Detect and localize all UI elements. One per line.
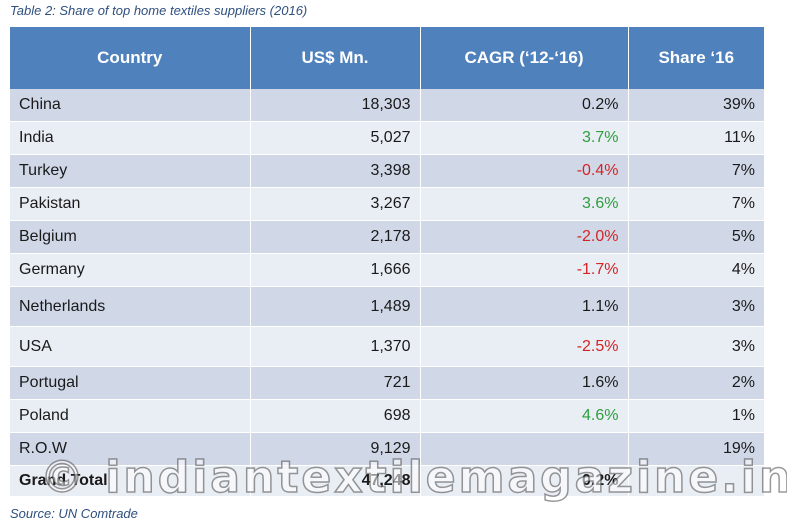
cell-country: USA (10, 326, 251, 367)
table-row: China 18,303 0.2% 39% (10, 89, 764, 122)
cell-share: 11% (628, 121, 764, 155)
cell-usd: 5,027 (250, 121, 421, 155)
table-row: Poland 698 4.6% 1% (10, 399, 764, 433)
suppliers-table: Country US$ Mn. CAGR (‘12-‘16) Share ‘16… (10, 27, 764, 497)
table-row: Portugal 721 1.6% 2% (10, 366, 764, 400)
cell-usd: 1,370 (250, 326, 421, 367)
cell-share: 19% (628, 432, 764, 466)
cell-usd: 1,489 (250, 286, 421, 327)
cell-cagr: 4.6% (420, 399, 629, 433)
cell-cagr: -1.7% (420, 253, 629, 287)
cell-total-cagr: 0.2% (420, 465, 629, 497)
table-row: Belgium 2,178 -2.0% 5% (10, 220, 764, 254)
table-row: Netherlands 1,489 1.1% 3% (10, 286, 764, 327)
cell-share: 2% (628, 366, 764, 400)
cell-country: Poland (10, 399, 251, 433)
cell-total-usd: 47,248 (250, 465, 421, 497)
cell-usd: 698 (250, 399, 421, 433)
table-row: R.O.W 9,129 19% (10, 432, 764, 466)
cell-share: 3% (628, 326, 764, 367)
cell-share: 7% (628, 154, 764, 188)
cell-usd: 18,303 (250, 89, 421, 122)
cell-total-label: Grand Total (10, 465, 251, 497)
cell-country: R.O.W (10, 432, 251, 466)
table-row: Turkey 3,398 -0.4% 7% (10, 154, 764, 188)
cell-usd: 1,666 (250, 253, 421, 287)
header-cagr: CAGR (‘12-‘16) (420, 27, 629, 89)
cell-share: 3% (628, 286, 764, 327)
cell-usd: 721 (250, 366, 421, 400)
cell-cagr: -2.0% (420, 220, 629, 254)
cell-share: 39% (628, 89, 764, 122)
cell-country: India (10, 121, 251, 155)
table-header-row: Country US$ Mn. CAGR (‘12-‘16) Share ‘16 (10, 27, 764, 89)
cell-cagr: -0.4% (420, 154, 629, 188)
cell-usd: 3,267 (250, 187, 421, 221)
header-usd: US$ Mn. (250, 27, 421, 89)
cell-country: Belgium (10, 220, 251, 254)
cell-share: 5% (628, 220, 764, 254)
cell-total-share (628, 465, 764, 497)
cell-usd: 3,398 (250, 154, 421, 188)
table-row: USA 1,370 -2.5% 3% (10, 326, 764, 367)
source-note: Source: UN Comtrade (10, 506, 138, 521)
cell-country: Netherlands (10, 286, 251, 327)
cell-share: 4% (628, 253, 764, 287)
cell-usd: 2,178 (250, 220, 421, 254)
cell-cagr (420, 432, 629, 466)
cell-cagr: 0.2% (420, 89, 629, 122)
header-share: Share ‘16 (628, 27, 764, 89)
cell-cagr: 3.7% (420, 121, 629, 155)
cell-share: 7% (628, 187, 764, 221)
cell-country: Germany (10, 253, 251, 287)
table-total-row: Grand Total 47,248 0.2% (10, 465, 764, 497)
cell-usd: 9,129 (250, 432, 421, 466)
cell-country: Portugal (10, 366, 251, 400)
table-row: Pakistan 3,267 3.6% 7% (10, 187, 764, 221)
cell-country: Pakistan (10, 187, 251, 221)
cell-cagr: -2.5% (420, 326, 629, 367)
cell-share: 1% (628, 399, 764, 433)
table-row: Germany 1,666 -1.7% 4% (10, 253, 764, 287)
cell-cagr: 1.6% (420, 366, 629, 400)
cell-country: China (10, 89, 251, 122)
cell-cagr: 3.6% (420, 187, 629, 221)
cell-cagr: 1.1% (420, 286, 629, 327)
cell-country: Turkey (10, 154, 251, 188)
header-country: Country (10, 27, 251, 89)
table-row: India 5,027 3.7% 11% (10, 121, 764, 155)
table-caption: Table 2: Share of top home textiles supp… (10, 3, 308, 18)
